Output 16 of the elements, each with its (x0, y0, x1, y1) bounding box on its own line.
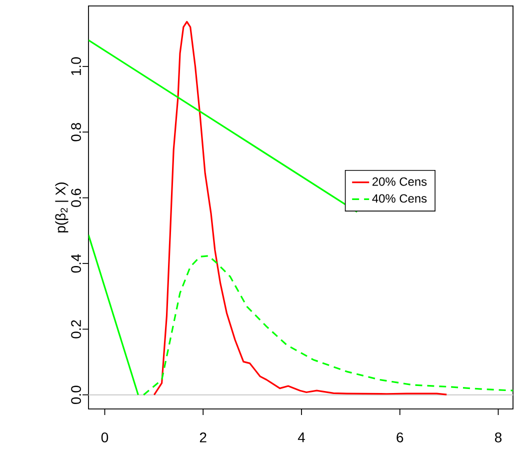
legend-label: 40% Cens (372, 194, 427, 203)
x-tick-label: 6 (396, 432, 404, 442)
y-tick-label: 0.4 (71, 254, 81, 273)
line-series (142, 255, 514, 396)
x-tick-label: 2 (200, 432, 206, 442)
y-tick-label: 0.2 (71, 320, 81, 338)
line-series (153, 20, 448, 396)
y-axis-title: p(β$_{2}$ | X) (55, 182, 68, 232)
x-tick-label: 8 (494, 432, 502, 442)
y-tick-label: 0.6 (71, 188, 81, 207)
y-tick-label: 0.0 (71, 386, 81, 404)
legend-label: 20% Cens (372, 177, 427, 186)
y-tick-label: 0.8 (71, 123, 81, 142)
y-tick-label: 1.0 (71, 57, 81, 76)
x-tick-label: 0 (101, 432, 108, 442)
x-tick-label: 4 (298, 432, 305, 442)
